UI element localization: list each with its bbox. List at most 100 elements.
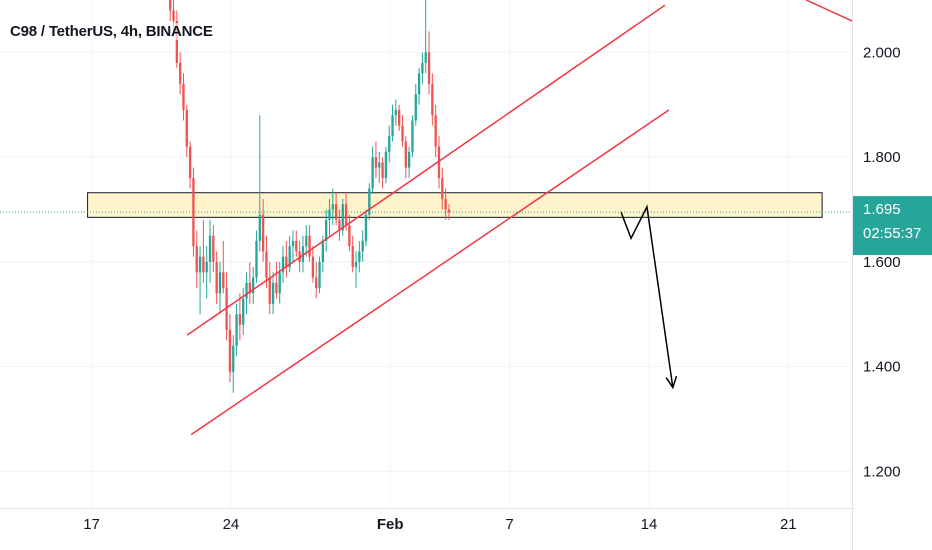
candle-body: [305, 235, 308, 247]
trend-channel-line: [186, 4, 666, 336]
candle-body: [381, 162, 384, 179]
candle-body: [308, 235, 311, 257]
candle-body: [351, 246, 354, 268]
last-price-value: 1.695: [863, 201, 901, 218]
candle-body: [182, 83, 185, 110]
candle-body: [341, 204, 344, 231]
support-zone-rect: [87, 192, 823, 218]
candle-body: [311, 256, 315, 278]
candle-body: [364, 214, 368, 241]
candle-body: [391, 115, 394, 137]
candle-body: [328, 209, 331, 220]
candle-body: [417, 73, 421, 95]
candle-body: [242, 298, 245, 325]
candle-body: [212, 235, 215, 262]
candle-body: [434, 115, 437, 147]
time-tick-label: 21: [780, 516, 797, 533]
candle-body: [344, 204, 348, 226]
candle-body: [215, 261, 218, 294]
candle-body: [268, 277, 271, 304]
grid: [0, 0, 852, 508]
candle-body: [394, 109, 398, 116]
time-tick-label: 17: [83, 516, 100, 533]
candle-body: [331, 204, 334, 210]
candle-body: [431, 83, 434, 116]
projection-path: [620, 204, 674, 388]
candle-body: [441, 178, 444, 200]
trend-channel-line: [190, 109, 670, 436]
candle-body: [368, 188, 371, 215]
candle-body: [275, 282, 278, 294]
candle-body: [424, 52, 427, 63]
candle-body: [252, 277, 255, 294]
chart-title: C98 / TetherUS, 4h, BINANCE: [10, 23, 213, 40]
price-tick-label: 1.200: [863, 463, 901, 480]
bar-countdown: 02:55:37: [863, 225, 921, 242]
candle-body: [195, 246, 198, 273]
candle-body: [175, 20, 178, 63]
candle-body: [258, 214, 261, 241]
time-tick-label: 7: [505, 516, 513, 533]
candle-body: [378, 162, 381, 168]
candle-body: [188, 146, 192, 179]
candle-body: [202, 256, 205, 273]
price-tick-label: 1.800: [863, 149, 901, 166]
candle-body: [404, 141, 407, 168]
candle-body: [318, 261, 321, 289]
candle-body: [169, 0, 172, 11]
candle-body: [255, 240, 258, 278]
projection-arrow-head: [665, 375, 678, 390]
candle-body: [321, 240, 325, 262]
candle-body: [407, 151, 411, 168]
candle-body: [427, 52, 431, 84]
candle-body: [315, 277, 318, 289]
candle-body: [421, 62, 424, 74]
candle-body: [178, 62, 182, 84]
candle-body: [278, 272, 281, 294]
candle-body: [285, 256, 288, 268]
price-tick-label: 1.400: [863, 359, 901, 376]
candle-body: [222, 272, 225, 289]
candle-body: [248, 282, 252, 294]
candle-body: [172, 10, 175, 21]
candle-body: [281, 256, 285, 273]
candle-body: [437, 146, 441, 179]
candle-body: [388, 136, 391, 152]
candle-body: [235, 314, 238, 346]
candle-body: [447, 209, 451, 213]
candle-body: [271, 282, 275, 304]
candle-body: [261, 214, 265, 252]
candle-body: [205, 261, 208, 273]
price-tick-label: 1.600: [863, 254, 901, 271]
candle-body: [361, 240, 364, 252]
candle-body: [208, 235, 212, 262]
support-zone-layer: [0, 192, 852, 218]
candle-body: [334, 204, 338, 220]
candle-body: [245, 282, 248, 299]
candles-layer: [169, 0, 451, 393]
candle-body: [371, 157, 374, 189]
candle-body: [384, 151, 388, 179]
drawings-layer: [186, 0, 853, 436]
candle-body: [218, 272, 222, 294]
candle-body: [232, 345, 235, 372]
time-tick-label: 14: [641, 516, 658, 533]
candle-body: [411, 120, 414, 152]
candle-body: [354, 261, 358, 268]
candle-body: [288, 246, 291, 268]
candle-body: [301, 246, 305, 262]
candle-body: [291, 240, 295, 247]
candle-body: [398, 109, 401, 126]
candle-body: [401, 125, 404, 142]
candle-body: [444, 199, 447, 210]
candle-body: [358, 251, 361, 262]
candle-body: [198, 256, 202, 273]
trend-channel-line: [805, 0, 853, 22]
candle-body: [225, 288, 228, 330]
candle-body: [414, 94, 417, 121]
candle-body: [374, 157, 378, 168]
last-price-badge: [853, 196, 932, 256]
time-tick-label: 24: [223, 516, 240, 533]
